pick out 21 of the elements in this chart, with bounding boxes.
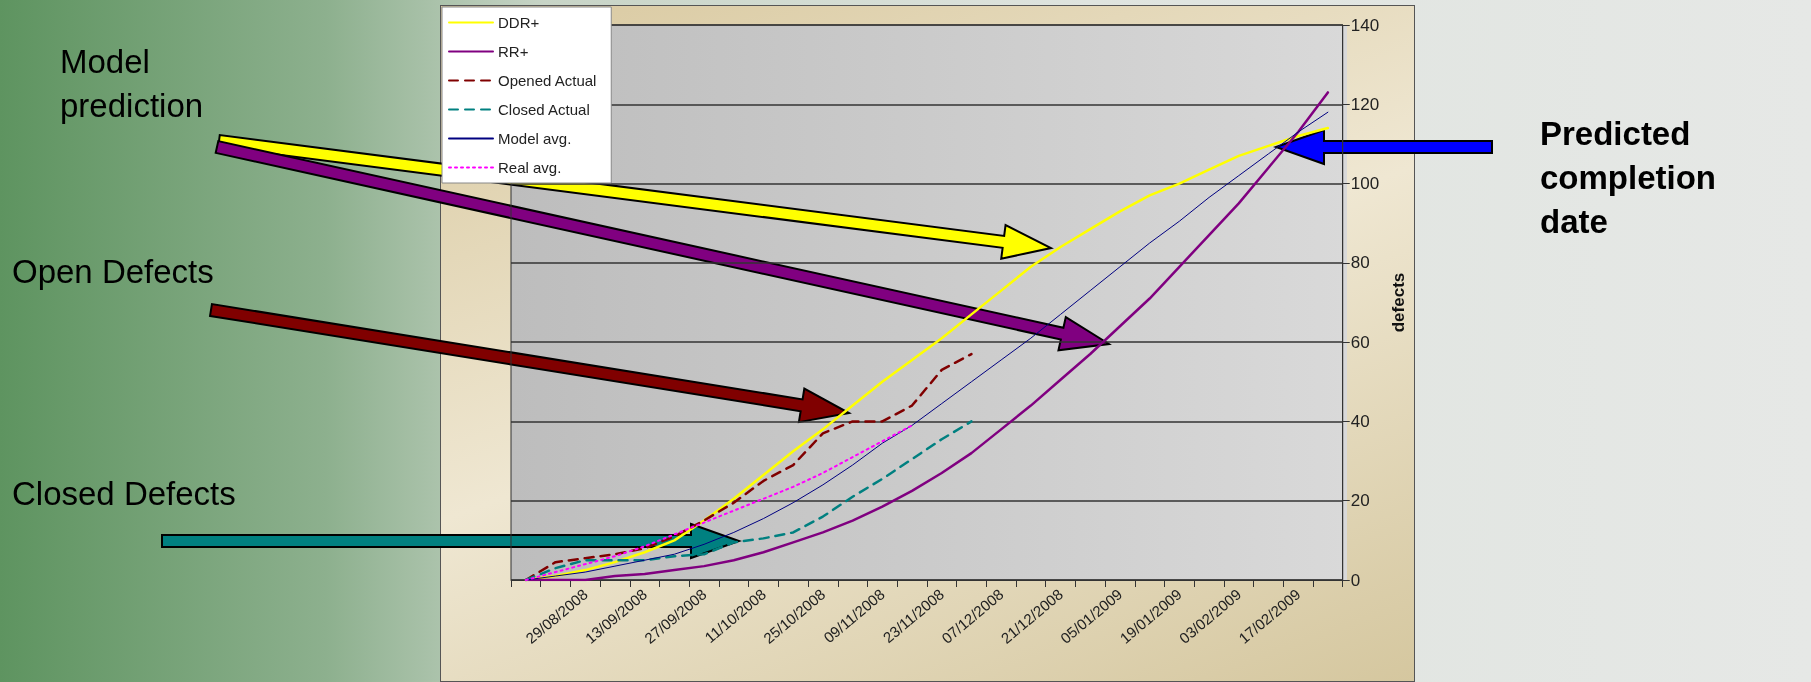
y-tick-label: 100: [1350, 174, 1380, 194]
line-series: [524, 420, 973, 582]
y-axis-title: defects: [1389, 272, 1408, 333]
y-tick-label: 0: [1350, 570, 1361, 590]
text: Model prediction: [60, 42, 205, 126]
text: Predicted completion date: [1540, 114, 1717, 242]
y-tick-label: 60: [1350, 332, 1370, 352]
legend-label: Real avg.: [498, 159, 562, 176]
y-tick-label: 120: [1350, 94, 1380, 114]
legend-label: DDR+: [498, 14, 540, 31]
y-tick-label: 40: [1350, 411, 1370, 431]
legend-label: Opened Actual: [498, 72, 597, 89]
legend-label: Model avg.: [498, 130, 572, 147]
text: Closed Defects: [12, 474, 237, 514]
legend-label: Closed Actual: [498, 101, 590, 118]
y-tick-label: 80: [1350, 253, 1370, 273]
line-series: [524, 424, 914, 581]
text: Open Defects: [12, 252, 215, 292]
y-tick-label: 140: [1350, 15, 1380, 35]
legend-label: RR+: [498, 43, 529, 60]
y-tick-label: 20: [1350, 491, 1370, 511]
